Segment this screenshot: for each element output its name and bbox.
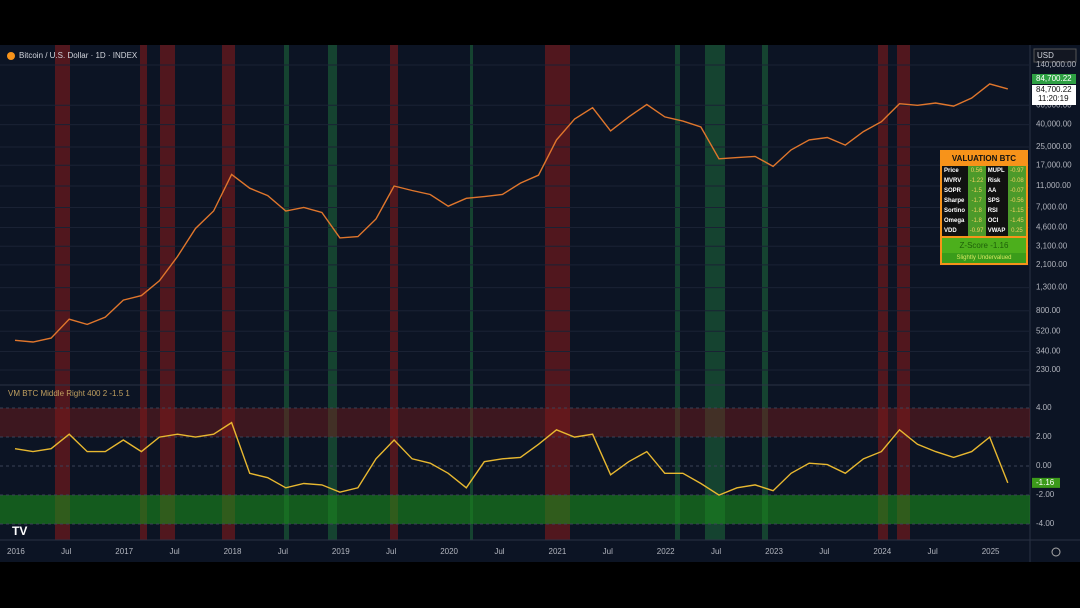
x-tick-label: 2018 [224, 547, 242, 556]
x-tick-label: Jul [603, 547, 613, 556]
symbol-icon [7, 52, 15, 60]
y-tick-label: 2.00 [1036, 432, 1052, 441]
x-tick-label: 2020 [440, 547, 458, 556]
y-tick-label: 4.00 [1036, 403, 1052, 412]
table-cell: MUPL [985, 166, 1008, 176]
y-tick-label: 2,100.00 [1036, 260, 1068, 269]
verdict: Slightly Undervalued [942, 253, 1026, 263]
table-cell: -0.07 [1007, 186, 1026, 196]
y-tick-label: 40,000.00 [1036, 120, 1072, 129]
table-row: Sharpe -1.7 SPS -0.56 [942, 196, 1026, 206]
table-cell: Price [942, 166, 968, 176]
indicator-title: VM BTC Middle Right 400 2 -1.5 1 [8, 389, 130, 398]
z-badge: -1.16 [1036, 478, 1055, 487]
table-cell: -1.15 [1007, 206, 1026, 216]
table-row: Omega -1.8 OCI -1.45 [942, 216, 1026, 226]
x-tick-label: Jul [386, 547, 396, 556]
y-tick-label: 340.00 [1036, 347, 1061, 356]
y-tick-label: 140,000.00 [1036, 60, 1077, 69]
table-title: VALUATION BTC [951, 154, 1017, 163]
valuation-table: VALUATION BTC Price 0.56 MUPL -0.97 MVRV -1.2… [940, 150, 1028, 265]
price-badge-bg [1032, 74, 1076, 84]
currency[interactable]: USD [1037, 51, 1054, 60]
table-cell: SOPR [942, 186, 968, 196]
x-tick-label: Jul [278, 547, 288, 556]
x-tick-label: 2024 [873, 547, 891, 556]
symbol-title: Bitcoin / U.S. Dollar · 1D · INDEX [19, 51, 138, 60]
logo: TV [12, 524, 27, 538]
x-tick-label: Jul [169, 547, 179, 556]
table-cell: MVRV [942, 176, 968, 186]
y-tick-label: 3,100.00 [1036, 241, 1068, 250]
settings[interactable] [1051, 547, 1061, 557]
y-tick-label: 4,600.00 [1036, 223, 1068, 232]
x-tick-label: 2017 [115, 547, 133, 556]
x-tick-label: 2025 [982, 547, 1000, 556]
price-label-bg [1032, 85, 1076, 105]
y-tick-label: 17,000.00 [1036, 160, 1072, 169]
table-row: Price 0.56 MUPL -0.97 [942, 166, 1026, 176]
y-tick-label: 7,000.00 [1036, 203, 1068, 212]
table-row: SOPR -1.5 AA -0.07 [942, 186, 1026, 196]
x-tick-label: 2023 [765, 547, 783, 556]
z-score: Z-Score -1.16 [942, 238, 1026, 253]
table-row: MVRV -1.22 Risk -0.08 [942, 176, 1026, 186]
x-tick-label: 2016 [7, 547, 25, 556]
table-cell: VWAP [985, 226, 1008, 236]
price-badge: 84,700.22 [1036, 74, 1072, 83]
y-tick-label: -2.00 [1036, 490, 1055, 499]
x-tick-label: 2019 [332, 547, 350, 556]
table-cell: VDD [942, 226, 968, 236]
table-cell: OCI [985, 216, 1008, 226]
x-tick-label: 2022 [657, 547, 675, 556]
oversold-zone [0, 495, 1030, 525]
table-row: VDD -0.97 VWAP 0.25 [942, 226, 1026, 236]
table-cell: Sharpe [942, 196, 968, 206]
table-cell: -1.45 [1007, 216, 1026, 226]
table-cell: 0.56 [967, 166, 986, 176]
countdown: 11:20:19 [1038, 94, 1069, 103]
table-cell: Sortino [942, 206, 968, 216]
table-cell: 0.25 [1007, 226, 1026, 236]
table-cell: RSI [985, 206, 1008, 216]
table-cell: -0.56 [1007, 196, 1026, 206]
series-line [14, 83, 1008, 343]
y-tick-label: 230.00 [1036, 365, 1061, 374]
x-tick-label: Jul [61, 547, 71, 556]
z-badge-bg [1032, 477, 1060, 488]
signal-bands [55, 45, 910, 540]
y-tick-label: 800.00 [1036, 306, 1061, 315]
table-cell: SPS [985, 196, 1008, 206]
table-body: Price 0.56 MUPL -0.97 MVRV -1.22 Risk -0.08 SOPR… [942, 166, 1026, 236]
table-cell: AA [985, 186, 1008, 196]
signal-bands [284, 45, 768, 540]
table-cell: -0.08 [1007, 176, 1026, 186]
x-tick-label: Jul [494, 547, 504, 556]
x-tick-label: Jul [928, 547, 938, 556]
table-row: Sortino -1.8 RSI -1.15 [942, 206, 1026, 216]
x-tick-label: 2021 [549, 547, 567, 556]
currency-select[interactable] [1033, 48, 1077, 63]
table-cell: -1.5 [967, 186, 986, 196]
table-cell: -1.8 [967, 216, 986, 226]
series-line [14, 421, 1009, 496]
y-tick-label: 11,000.00 [1036, 181, 1072, 190]
table-cell: Risk [985, 176, 1008, 186]
table-cell: -1.7 [967, 196, 986, 206]
y-tick-label: 0.00 [1036, 461, 1052, 470]
y-tick-label: 1,300.00 [1036, 283, 1068, 292]
table-cell: -1.8 [967, 206, 986, 216]
overbought-zone [0, 408, 1030, 438]
y-tick-label: 520.00 [1036, 326, 1061, 335]
y-tick-label: -4.00 [1036, 519, 1055, 528]
price-label: 84,700.22 [1036, 85, 1072, 94]
table-cell: Omega [942, 216, 968, 226]
x-tick-label: Jul [711, 547, 721, 556]
table-cell: -0.97 [1007, 166, 1026, 176]
y-tick-label: 25,000.00 [1036, 142, 1072, 151]
table-cell: -1.22 [967, 176, 986, 186]
table-cell: -0.97 [967, 226, 986, 236]
x-tick-label: Jul [819, 547, 829, 556]
